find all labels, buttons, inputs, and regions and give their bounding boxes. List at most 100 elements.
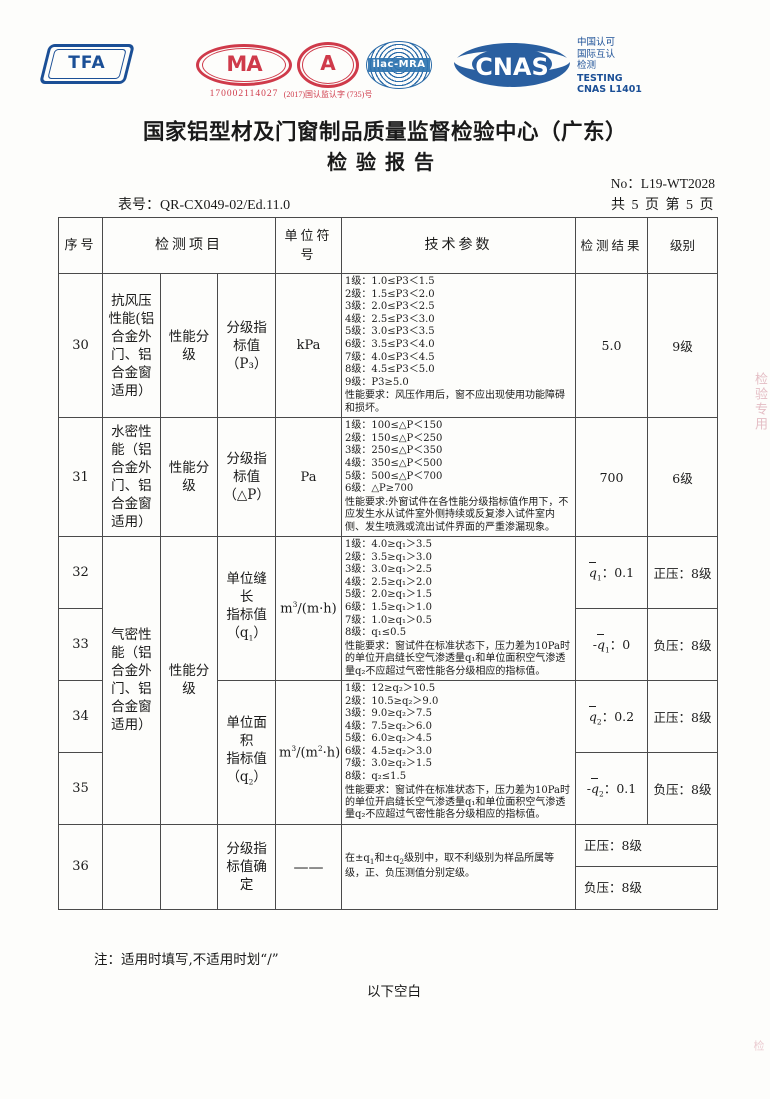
cac-logo-text: A (320, 51, 336, 75)
tech-line: 2级：150≤△P＜250 (345, 432, 443, 444)
row-grade-type: 性能分级 (159, 272, 219, 419)
tech-line: 4级：2.5≥q₁＞2.0 (345, 576, 432, 588)
row-result: -q1：0 (575, 607, 648, 681)
cnas-side-line-4: TESTING (577, 72, 623, 84)
tech-line: 4级：7.5≥q₂＞6.0 (345, 720, 432, 732)
cnas-side-line-5: CNAS L1401 (577, 84, 642, 95)
form-number-label: 表号： (118, 198, 160, 213)
tech-line: 6级：3.5≤P3＜4.0 (345, 338, 435, 350)
table-row: 34 单位面积 指标值 （q2） m3/(m2·h) 1级：12≥q₂＞10.5 2… (58, 679, 718, 825)
tech-line: 5级：6.0≥q₂＞4.5 (345, 733, 432, 745)
row-grade-type: 性能分级 (159, 417, 219, 537)
blank-below-note: 以下空白 (367, 984, 421, 1000)
row-tech-params: 1级：100≤△P＜150 2级：150≤△P＜250 3级：250≤△P＜35… (341, 417, 576, 537)
red-seal-mark: 检验专用 (752, 372, 767, 432)
row-tech-params: 1级：1.0≤P3＜1.5 2级：1.5≤P3＜2.0 3级：2.0≤P3＜2.… (341, 272, 576, 419)
row-tech-params: 1级：12≥q₂＞10.5 2级：10.5≥q₂＞9.0 3级：9.0≥q₂＞7… (341, 679, 576, 825)
table-row: 30 抗风压性能(铝合金外门、铝合金窗适用） 性能分级 分级指标值（P₃） kP… (58, 272, 718, 419)
tech-line: 3级：9.0≥q₂＞7.5 (345, 708, 432, 720)
tech-line: 3级：250≤△P＜350 (345, 445, 443, 457)
tfa-logo-text: TFA (68, 53, 106, 73)
applicability-note: 注：适用时填写,不适用时划“/” (94, 952, 279, 968)
result-symbol: q (596, 634, 605, 653)
report-number-value: L19-WT2028 (640, 176, 715, 191)
row-level: 正压：8级 (647, 679, 718, 753)
tech-grade-list: 1级：12≥q₂＞10.5 2级：10.5≥q₂＞9.0 3级：9.0≥q₂＞7… (345, 683, 572, 784)
tech-line: 1级：100≤△P＜150 (345, 420, 443, 432)
tech-requirement: 性能要求：风压作用后，窗不应出现使用功能障碍和损坏。 (345, 390, 565, 414)
row-unit: —— (275, 823, 342, 910)
tech-grade-list: 1级：4.0≥q₁＞3.5 2级：3.5≥q₁＞3.0 3级：3.0≥q₁＞2.… (345, 539, 572, 640)
cnas-logo: CNAS (452, 42, 572, 90)
tech-line: 3级：2.0≤P3＜2.5 (345, 301, 435, 313)
tech-line: 7级：4.0≤P3＜4.5 (345, 351, 435, 363)
row-result: 5.0 (575, 272, 648, 419)
tech-line: 6级：4.5≥q₂＞3.0 (345, 745, 432, 757)
cnas-logo-text: CNAS (475, 53, 549, 81)
tech-line: 6级：1.5≥q₁＞1.0 (345, 601, 432, 613)
tech-grade-list: 1级：1.0≤P3＜1.5 2级：1.5≤P3＜2.0 3级：2.0≤P3＜2.… (345, 276, 572, 389)
row-grade-type-empty (159, 823, 219, 910)
red-seal-mark-secondary: 检 (752, 1040, 765, 1051)
tech-requirement: 性能要求:外窗试件在各性能分级指标值作用下，不应发生水从试件室外侧持续或反复渗入… (345, 496, 569, 533)
result-value: 0.2 (614, 709, 635, 725)
table-row: 31 水密性能（铝合金外门、铝合金窗适用） 性能分级 分级指标值（△P） Pa … (58, 417, 718, 537)
ilac-band (368, 58, 430, 72)
row-seq: 30 (58, 272, 103, 419)
tfa-logo: TFA (39, 44, 135, 84)
tech-line: 2级：1.5≤P3＜2.0 (345, 288, 435, 300)
row-seq: 35 (58, 751, 103, 825)
tech-line: 4级：2.5≤P3＜3.0 (345, 313, 435, 325)
tech-line: 8级：4.5≤P3＜5.0 (345, 364, 435, 376)
cnas-accreditation-text: 中国认可 国际互认 检测 TESTING CNAS L1401 (577, 38, 707, 96)
row-tech-params: 在±q1和±q2级别中，取不利级别为样品所属等级，正、负压测值分别定级。 (341, 823, 576, 910)
cma-oval-outer (196, 44, 292, 86)
row-seq: 32 (58, 535, 103, 609)
tech-grade-list: 1级：100≤△P＜150 2级：150≤△P＜250 3级：250≤△P＜35… (345, 420, 572, 496)
result-value: 0.1 (616, 781, 637, 797)
cma-logo: MA 170002114027 (196, 44, 292, 99)
row-index-name: 单位面积 指标值 （q2） (217, 679, 276, 825)
cnas-side-line-3: 检测 (577, 61, 597, 71)
row-index-name: 分级指标值（P₃） (217, 272, 276, 419)
result-symbol: q (588, 706, 597, 725)
col-header-unit: 单位符号 (275, 217, 342, 274)
table-header-row: 序号 检测项目 单位符号 技术参数 检测结果 级别 (58, 217, 718, 274)
cac-ring-inner (302, 46, 354, 84)
row-item-name: 抗风压性能(铝合金外门、铝合金窗适用） (102, 272, 161, 419)
col-header-item: 检测项目 (102, 217, 276, 274)
col-header-tech: 技术参数 (341, 217, 576, 274)
tech-line: 4级：350≤△P＜500 (345, 457, 443, 469)
row-item-name: 水密性能（铝合金外门、铝合金窗适用） (102, 417, 161, 537)
row-unit: Pa (275, 417, 342, 537)
col-header-result: 检测结果 (575, 217, 648, 274)
cac-logo: A (2017)国认监认字 (735)号 (284, 42, 372, 99)
tech-requirement: 性能要求：窗试件在标准状态下，压力差为10Pa时的单位开启缝长空气渗透量q₁和单… (345, 784, 570, 821)
row-index-name: 分级指标值确定 (217, 823, 276, 910)
table-row: 36 分级指标值确定 —— 在±q1和±q2级别中，取不利级别为样品所属等级，正… (58, 823, 718, 910)
row-seq: 34 (58, 679, 103, 753)
row-unit: kPa (275, 272, 342, 419)
form-number-line: 表号：QR-CX049-02/Ed.11.0 (118, 194, 290, 214)
cma-oval-inner (202, 48, 286, 82)
row-unit: m3/(m·h) (275, 535, 342, 681)
inspection-results-table: 序号 检测项目 单位符号 技术参数 检测结果 级别 30 抗风压性能(铝合金外门… (58, 217, 718, 910)
row-item-name-empty (102, 823, 161, 910)
tech-line: 1级：4.0≥q₁＞3.5 (345, 538, 432, 550)
tech-line: 1级：1.0≤P3＜1.5 (345, 276, 435, 287)
cnas-lens-shape (454, 43, 570, 87)
table-row: 32 气密性能（铝合金外门、铝合金窗适用） 性能分级 单位缝长 指标值 （q1） m… (58, 535, 718, 825)
tech-requirement: 性能要求：窗试件在标准状态下，压力差为10Pa时的单位开启缝长空气渗透量q₁和单… (345, 640, 570, 677)
row-level: 9级 (647, 272, 718, 419)
tech-line: 5级：500≤△P＜700 (345, 470, 443, 482)
row-result: q2：0.2 (575, 679, 648, 753)
table-row: 35 -q2：0.1 负压：8级 (58, 751, 718, 825)
row-seq: 36 (58, 823, 103, 910)
tech-line: 8级：q₂≤1.5 (345, 771, 407, 783)
page-indicator: 共 5 页 第 5 页 (611, 198, 715, 213)
row-unit: m3/(m2·h) (275, 679, 342, 825)
row-tech-params: 1级：4.0≥q₁＞3.5 2级：3.5≥q₁＞3.0 3级：3.0≥q₁＞2.… (341, 535, 576, 681)
row-item-name: 气密性能（铝合金外门、铝合金窗适用） (102, 535, 161, 825)
ilac-mra-logo: ilac-MRA (366, 41, 432, 89)
